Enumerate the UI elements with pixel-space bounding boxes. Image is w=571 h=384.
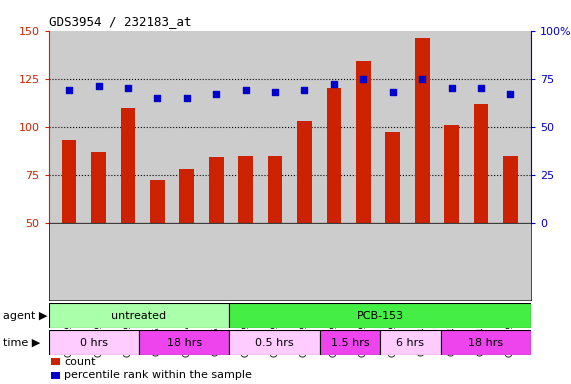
Bar (209, 157, 224, 223)
Point (447, 85, 456, 91)
Bar (415, 38, 429, 223)
Text: PCB-153: PCB-153 (357, 311, 404, 321)
Text: 6 hrs: 6 hrs (396, 338, 424, 348)
Bar (441, 330, 531, 355)
Text: percentile rank within the sample: percentile rank within the sample (64, 370, 252, 380)
Point (506, 91, 515, 97)
Bar (356, 61, 371, 223)
Point (476, 85, 485, 91)
Point (388, 89, 397, 95)
Bar (327, 88, 341, 223)
Bar (230, 330, 320, 355)
Text: GDS3954 / 232183_at: GDS3954 / 232183_at (49, 15, 191, 28)
Text: 18 hrs: 18 hrs (167, 338, 202, 348)
Bar (139, 330, 230, 355)
Text: untreated: untreated (111, 311, 167, 321)
Point (417, 76, 427, 82)
Bar (150, 180, 165, 223)
Bar (320, 330, 380, 355)
Point (359, 76, 368, 82)
Point (123, 85, 132, 91)
Bar (268, 156, 283, 223)
Bar (179, 169, 194, 223)
Bar (49, 330, 139, 355)
Text: agent ▶: agent ▶ (3, 311, 47, 321)
Bar (474, 104, 488, 223)
Bar (49, 303, 230, 328)
Bar (91, 152, 106, 223)
Bar (62, 140, 77, 223)
Text: 18 hrs: 18 hrs (468, 338, 504, 348)
Point (300, 87, 309, 93)
Bar (444, 125, 459, 223)
Text: time ▶: time ▶ (3, 338, 40, 348)
Point (212, 91, 221, 97)
Point (241, 87, 250, 93)
Bar (385, 132, 400, 223)
Point (65, 87, 74, 93)
Bar (51, 372, 59, 379)
Point (94, 83, 103, 89)
Bar (230, 303, 531, 328)
Text: 1.5 hrs: 1.5 hrs (331, 338, 369, 348)
Bar (51, 358, 59, 365)
Bar (380, 330, 441, 355)
Text: 0 hrs: 0 hrs (80, 338, 108, 348)
Point (153, 95, 162, 101)
Text: count: count (64, 357, 95, 367)
Point (182, 95, 191, 101)
Point (271, 89, 280, 95)
Bar (503, 156, 518, 223)
Text: 0.5 hrs: 0.5 hrs (255, 338, 294, 348)
Point (329, 81, 339, 88)
Bar (297, 121, 312, 223)
Bar (120, 108, 135, 223)
Bar (238, 156, 253, 223)
